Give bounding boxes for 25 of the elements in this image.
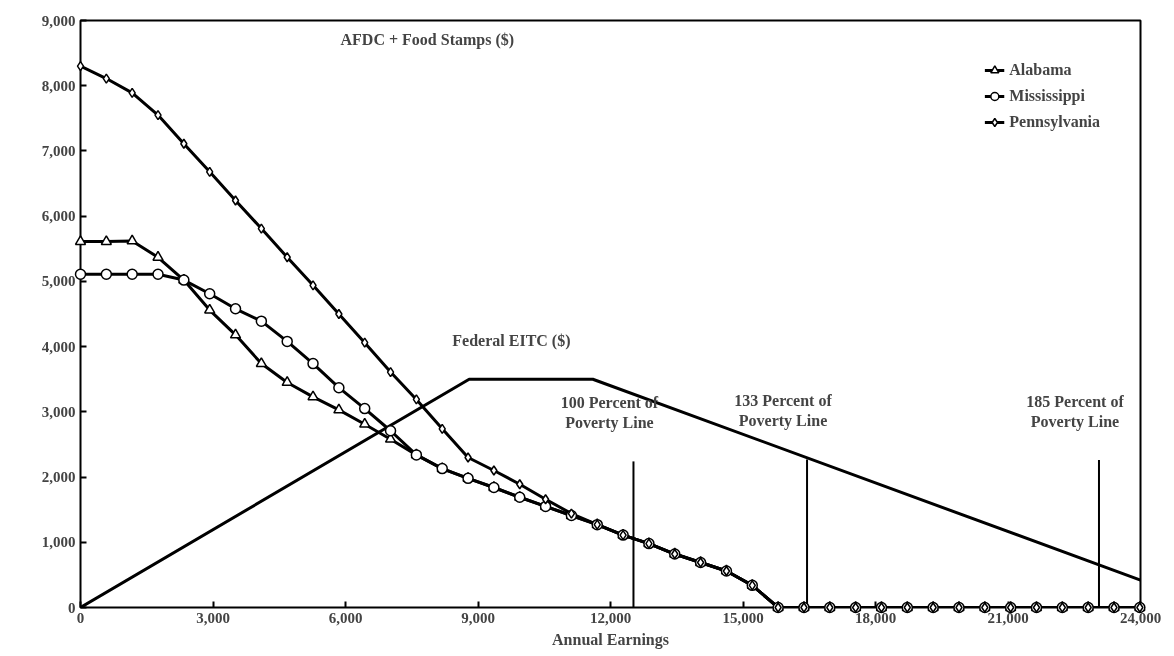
annotation: 133 Percent of Poverty Line <box>734 392 833 431</box>
x-tick-label: 9,000 <box>461 609 495 626</box>
x-tick-label: 3,000 <box>196 609 230 626</box>
annotation: 185 Percent of Poverty Line <box>1026 392 1125 432</box>
annotation: Federal EITC ($) <box>452 332 571 351</box>
legend-label: Pennsylvania <box>1009 113 1100 131</box>
x-tick-label: 15,000 <box>722 609 764 626</box>
x-tick-label: 24,000 <box>1119 609 1162 626</box>
x-axis-title: Annual Earnings <box>552 630 669 649</box>
x-tick-label: 12,000 <box>589 609 632 626</box>
legend-label: Alabama <box>1009 61 1072 79</box>
x-tick-label: 18,000 <box>854 609 897 626</box>
y-tick-label: 3,000 <box>41 403 76 420</box>
y-tick-label: 1,000 <box>41 534 76 551</box>
y-tick-label: 5,000 <box>41 273 76 290</box>
x-tick-label: 6,000 <box>328 609 363 626</box>
y-tick-label: 6,000 <box>41 208 76 225</box>
y-tick-label: 4,000 <box>41 338 76 355</box>
annotation: AFDC + Food Stamps ($) <box>340 30 515 49</box>
y-tick-label: 2,000 <box>41 469 76 486</box>
y-tick-label: 7,000 <box>41 142 76 159</box>
x-tick-label: 21,000 <box>987 609 1029 626</box>
legend-label: Mississippi <box>1009 87 1085 105</box>
y-tick-label: 9,000 <box>41 12 76 29</box>
y-tick-label: 8,000 <box>41 77 76 94</box>
